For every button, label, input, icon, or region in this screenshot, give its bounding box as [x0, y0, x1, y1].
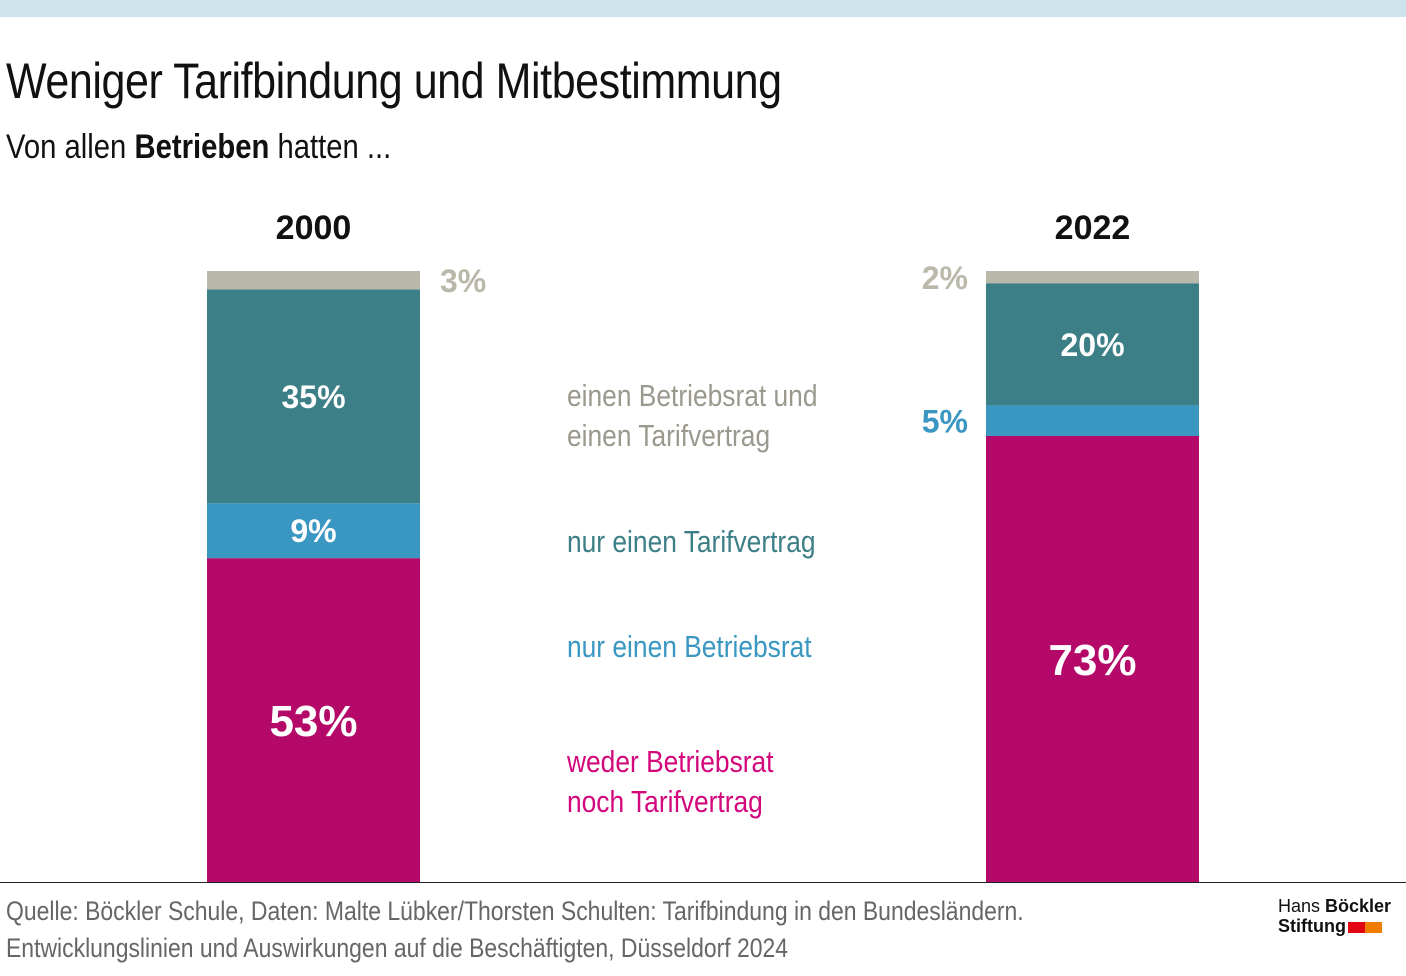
legend-line: nur einen Betriebsrat — [567, 629, 812, 664]
subtitle-bold: Betrieben — [134, 128, 270, 166]
bar-segment — [986, 405, 1199, 436]
legend-item-both: einen Betriebsrat und einen Tarifvertrag — [567, 376, 817, 456]
data-label: 73% — [1048, 636, 1136, 685]
logo-text: Böckler — [1325, 896, 1392, 916]
data-label: 2% — [922, 260, 968, 296]
footer-divider — [0, 882, 1406, 883]
logo-red-square — [1347, 921, 1365, 933]
data-label: 20% — [1060, 327, 1124, 363]
chart-title: Weniger Tarifbindung und Mitbestimmung — [6, 53, 782, 109]
bar-segment — [207, 289, 420, 504]
category-label: 2000 — [276, 209, 352, 247]
bar-segment — [986, 283, 1199, 406]
data-label: 3% — [440, 263, 486, 299]
bar-segment — [207, 503, 420, 559]
bar-segment — [207, 271, 420, 290]
data-label: 5% — [922, 404, 968, 440]
top-accent-bar — [0, 0, 1406, 17]
logo-text: Stiftung — [1278, 916, 1346, 936]
subtitle-post: hatten ... — [269, 128, 392, 166]
legend-line: einen Betriebsrat und — [567, 378, 818, 413]
data-label: 53% — [269, 697, 357, 746]
subtitle-pre: Von allen — [6, 128, 135, 166]
chart-subtitle: Von allen Betrieben hatten ... — [6, 128, 391, 167]
source-line: Entwicklungslinien und Auswirkungen auf … — [6, 933, 789, 963]
legend-line: einen Tarifvertrag — [567, 418, 771, 453]
bar-segment — [986, 435, 1199, 882]
source-note: Quelle: Böckler Schule, Daten: Malte Lüb… — [6, 893, 1024, 967]
legend-line: noch Tarifvertrag — [567, 784, 763, 819]
logo-orange-square — [1364, 921, 1382, 933]
data-label: 35% — [281, 379, 345, 415]
legend-item-none: weder Betriebsrat noch Tarifvertrag — [567, 742, 774, 822]
legend-item-betriebsrat: nur einen Betriebsrat — [567, 627, 812, 667]
category-label: 2022 — [1055, 209, 1131, 247]
bar-segment — [207, 558, 420, 882]
hans-boeckler-logo: Hans Böckler Stiftung — [1278, 896, 1391, 936]
data-label: 9% — [290, 513, 336, 549]
source-line: Quelle: Böckler Schule, Daten: Malte Lüb… — [6, 896, 1024, 926]
bar-segment — [986, 271, 1199, 284]
legend-item-tarif: nur einen Tarifvertrag — [567, 522, 816, 562]
logo-text: Hans — [1278, 896, 1326, 916]
legend-line: nur einen Tarifvertrag — [567, 524, 816, 559]
legend-line: weder Betriebsrat — [567, 744, 774, 779]
